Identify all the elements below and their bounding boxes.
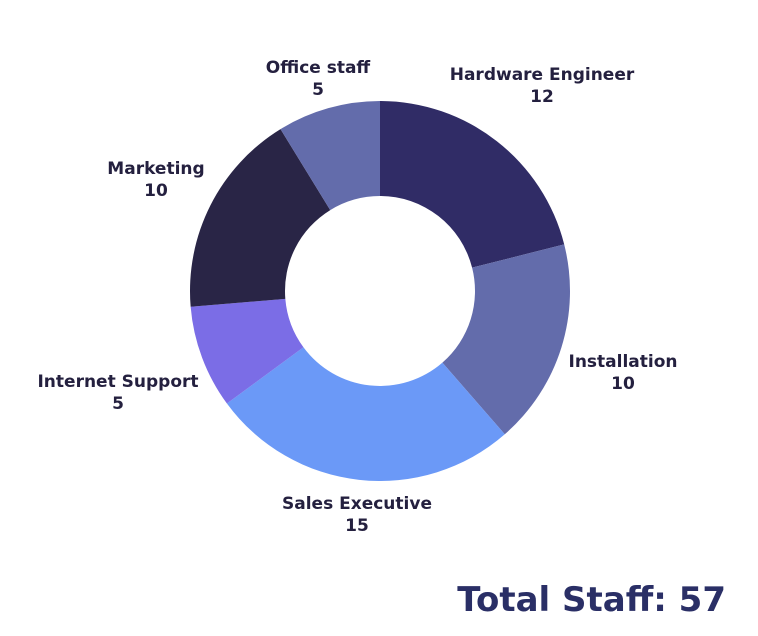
slice-label-value: 12 — [530, 87, 554, 107]
slice-marketing — [190, 129, 331, 307]
slice-label-internet-support: Internet Support 5 — [37, 371, 198, 415]
slice-office-staff — [280, 101, 380, 211]
slice-label-value: 10 — [144, 181, 168, 201]
slice-label-office-staff: Office staff 5 — [266, 57, 370, 101]
slice-label-installation: Installation 10 — [568, 351, 677, 395]
slice-internet-support — [190, 298, 304, 404]
slice-label-value: 5 — [112, 394, 124, 414]
slice-label-sales-executive: Sales Executive 15 — [282, 493, 432, 537]
slice-label-name: Installation — [568, 352, 678, 372]
slice-hardware-engineer — [380, 101, 565, 268]
slice-label-name: Internet Support — [37, 372, 199, 392]
slice-label-value: 10 — [611, 374, 635, 394]
slice-label-marketing: Marketing 10 — [107, 158, 204, 202]
slice-label-value: 15 — [345, 516, 369, 536]
slice-label-hardware-engineer: Hardware Engineer 12 — [450, 64, 635, 108]
slice-sales-executive — [226, 347, 505, 481]
slice-label-name: Marketing — [107, 159, 205, 179]
slice-label-name: Sales Executive — [282, 494, 432, 514]
total-staff: Total Staff: 57 — [457, 580, 726, 620]
slice-label-value: 5 — [312, 80, 324, 100]
slice-label-name: Office staff — [265, 58, 371, 78]
slice-installation — [442, 244, 570, 435]
slice-label-name: Hardware Engineer — [449, 65, 635, 85]
